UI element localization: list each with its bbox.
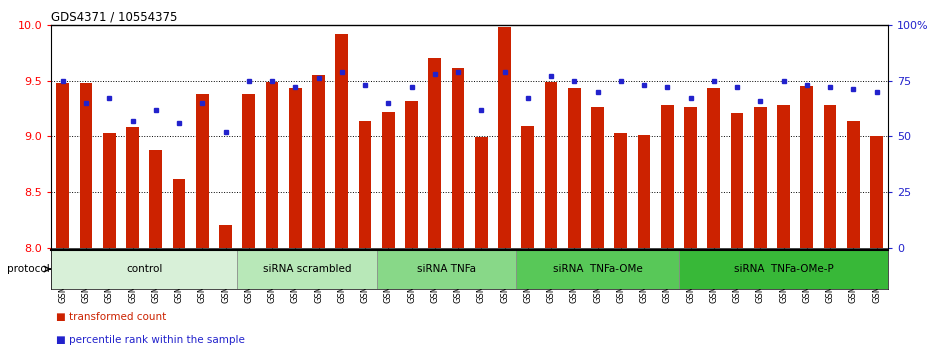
Bar: [196, 94, 208, 248]
Bar: [684, 107, 697, 248]
Bar: [126, 127, 139, 248]
Bar: [452, 68, 464, 248]
Text: GDS4371 / 10554375: GDS4371 / 10554375: [51, 11, 178, 24]
Bar: [377, 250, 516, 289]
Bar: [777, 105, 790, 248]
Bar: [638, 135, 650, 248]
Bar: [103, 133, 115, 248]
Bar: [243, 94, 255, 248]
Bar: [150, 150, 162, 248]
Bar: [545, 82, 557, 248]
Bar: [824, 105, 836, 248]
Text: siRNA  TNFa-OMe: siRNA TNFa-OMe: [552, 264, 643, 274]
Bar: [661, 105, 673, 248]
Bar: [708, 88, 720, 248]
Text: control: control: [126, 264, 163, 274]
Bar: [359, 121, 371, 248]
Bar: [516, 250, 679, 289]
Bar: [615, 133, 627, 248]
Bar: [289, 88, 301, 248]
Text: ■ transformed count: ■ transformed count: [56, 312, 166, 321]
Bar: [475, 137, 487, 248]
Bar: [336, 34, 348, 248]
Text: protocol: protocol: [7, 264, 50, 274]
Bar: [219, 225, 232, 248]
Bar: [754, 107, 766, 248]
Bar: [382, 112, 394, 248]
Bar: [312, 75, 325, 248]
Text: ■ percentile rank within the sample: ■ percentile rank within the sample: [56, 335, 245, 344]
Bar: [57, 83, 69, 248]
Text: siRNA TNFa: siRNA TNFa: [417, 264, 476, 274]
Bar: [522, 126, 534, 248]
Bar: [731, 113, 743, 248]
Bar: [51, 250, 237, 289]
Bar: [498, 27, 511, 248]
Bar: [237, 250, 377, 289]
Bar: [405, 101, 418, 248]
Bar: [429, 58, 441, 248]
Bar: [679, 250, 888, 289]
Text: siRNA  TNFa-OMe-P: siRNA TNFa-OMe-P: [734, 264, 833, 274]
Bar: [80, 83, 92, 248]
Bar: [801, 86, 813, 248]
Text: siRNA scrambled: siRNA scrambled: [262, 264, 352, 274]
Bar: [847, 121, 859, 248]
Bar: [870, 136, 883, 248]
Bar: [266, 82, 278, 248]
Bar: [568, 88, 580, 248]
Bar: [173, 179, 185, 248]
Bar: [591, 107, 604, 248]
